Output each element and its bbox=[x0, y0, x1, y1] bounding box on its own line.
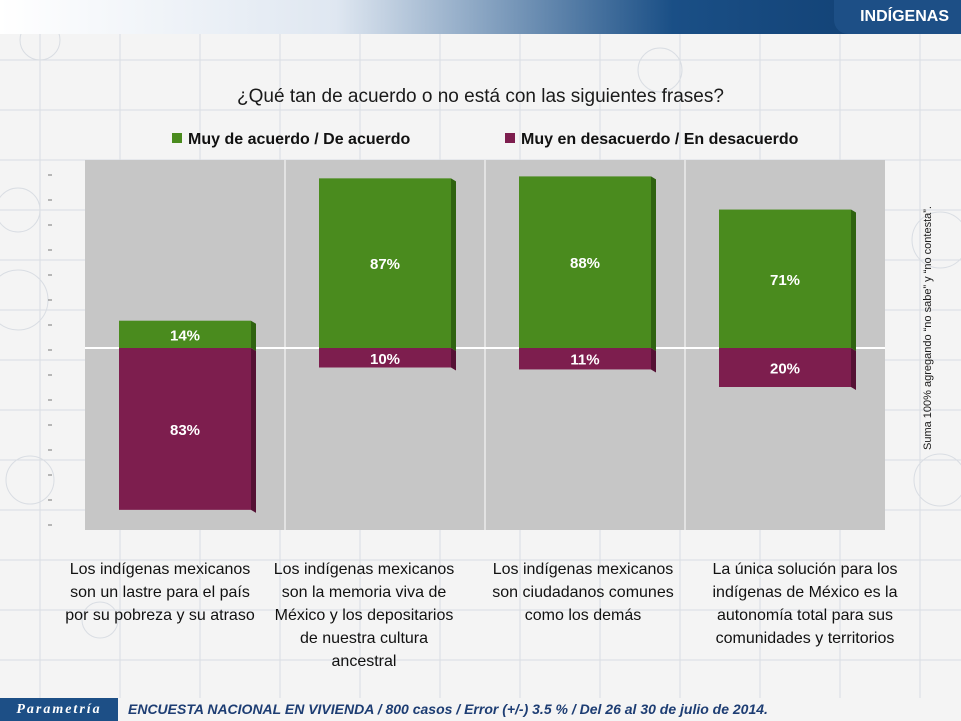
bar-agree bbox=[119, 320, 251, 348]
bar-agree bbox=[719, 209, 851, 348]
bar-side bbox=[851, 348, 856, 390]
bar-side bbox=[451, 348, 456, 371]
legend-item-agree: Muy de acuerdo / De acuerdo bbox=[172, 131, 410, 149]
legend-swatch-agree bbox=[172, 133, 182, 143]
category-label-2: Los indígenas mexicanos son la memoria v… bbox=[273, 561, 455, 670]
bar-side bbox=[451, 178, 456, 351]
legend-label-agree: Muy de acuerdo / De acuerdo bbox=[188, 131, 411, 148]
footer-text: ENCUESTA NACIONAL EN VIVIENDA / 800 caso… bbox=[128, 701, 768, 717]
side-note: Suma 100% agregando “no sabe” y “no cont… bbox=[922, 206, 934, 450]
bar-disagree bbox=[719, 348, 851, 387]
chart-title: ¿Qué tan de acuerdo o no está con las si… bbox=[237, 86, 724, 107]
section-badge: INDÍGENAS bbox=[834, 0, 961, 34]
legend-label-disagree: Muy en desacuerdo / En desacuerdo bbox=[521, 131, 799, 148]
data-label-disagree: 10% bbox=[370, 351, 400, 368]
data-label-disagree: 83% bbox=[170, 422, 200, 439]
bar-side bbox=[651, 176, 656, 351]
data-label-agree: 71% bbox=[770, 272, 800, 289]
bar-side bbox=[251, 348, 256, 513]
bar-side bbox=[651, 348, 656, 373]
data-label-agree: 87% bbox=[370, 256, 400, 273]
bar-disagree bbox=[519, 348, 651, 370]
category-label-1: Los indígenas mexicanos son un lastre pa… bbox=[65, 561, 255, 624]
bar-agree bbox=[319, 178, 451, 348]
data-label-agree: 88% bbox=[570, 255, 600, 272]
bar-disagree bbox=[119, 348, 251, 510]
bar-agree bbox=[519, 176, 651, 348]
data-label-agree: 14% bbox=[170, 327, 200, 344]
category-label-3: Los indígenas mexicanos son ciudadanos c… bbox=[492, 561, 674, 624]
header-bar bbox=[0, 0, 961, 34]
footer-logo: Parametría bbox=[0, 698, 118, 721]
bar-side bbox=[851, 209, 856, 351]
data-label-disagree: 11% bbox=[570, 352, 599, 369]
legend-item-disagree: Muy en desacuerdo / En desacuerdo bbox=[505, 131, 798, 149]
category-label-4: La única solución para los indígenas de … bbox=[712, 561, 898, 647]
bar-side bbox=[251, 320, 256, 351]
legend-swatch-disagree bbox=[505, 133, 515, 143]
bar-disagree bbox=[319, 348, 451, 368]
data-label-disagree: 20% bbox=[770, 361, 800, 378]
